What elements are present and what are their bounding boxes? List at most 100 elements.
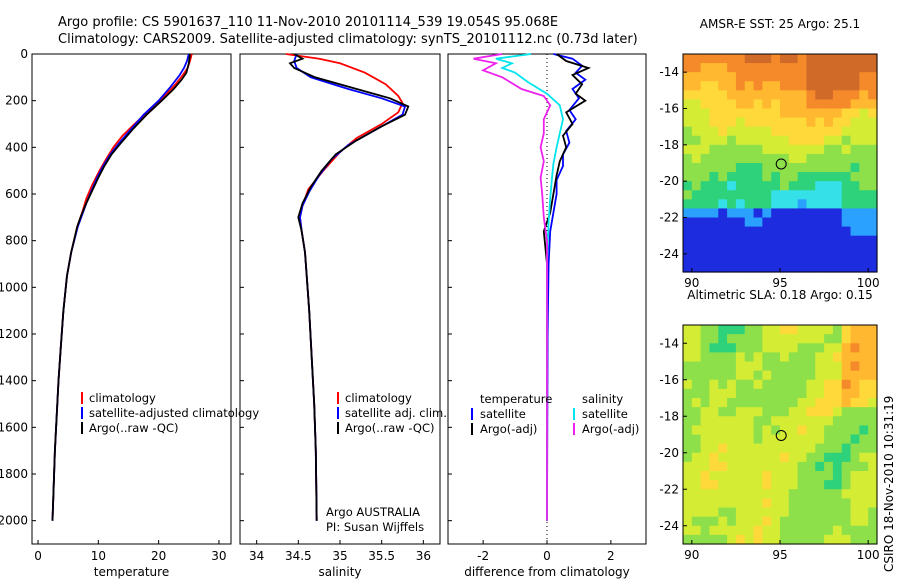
map-cell <box>788 489 799 499</box>
map-cell <box>753 343 763 353</box>
map-cell <box>744 90 755 101</box>
map-cell <box>700 480 711 490</box>
map-cell <box>683 81 693 91</box>
map-cell <box>700 262 711 273</box>
map-cell <box>824 144 834 155</box>
map-cell <box>797 117 808 128</box>
map-cell <box>841 434 852 445</box>
map-cell <box>788 388 799 399</box>
map-cell <box>683 443 693 454</box>
map-cell <box>815 507 825 518</box>
map-cell <box>709 434 719 445</box>
map-cell <box>780 334 790 344</box>
map-cell <box>824 498 834 509</box>
map-cell <box>700 443 711 454</box>
map-cell <box>806 226 816 237</box>
map-cell <box>859 108 869 119</box>
map-cell <box>824 208 834 219</box>
map-cell <box>709 398 719 408</box>
map-cell <box>727 262 737 273</box>
map-cell <box>868 388 878 399</box>
map-cell <box>780 63 790 73</box>
map-cell <box>727 471 737 481</box>
map-cell <box>841 172 852 182</box>
map-cell <box>859 199 869 210</box>
map-cell <box>718 262 728 273</box>
map-cell <box>832 352 843 363</box>
map-cell <box>683 199 693 210</box>
map-cell <box>824 525 834 536</box>
map-cell <box>727 352 737 363</box>
difference-series-1 <box>542 53 592 521</box>
map-cell <box>850 361 860 372</box>
map-cell <box>797 443 808 454</box>
map-cell <box>691 425 702 436</box>
map-cell <box>753 135 763 146</box>
map-cell <box>727 443 737 454</box>
map-cell <box>709 525 719 536</box>
map-cell <box>753 144 763 155</box>
map-cell <box>771 117 781 128</box>
map-cell <box>735 334 746 344</box>
map-cell <box>700 425 711 436</box>
map-cell <box>744 489 755 499</box>
map-cell <box>824 489 834 499</box>
map-cell <box>691 172 702 182</box>
temperature-ytick-label: 200 <box>5 94 28 108</box>
map-cell <box>744 244 755 255</box>
map-cell <box>806 361 816 372</box>
map-cell <box>753 235 763 246</box>
map-cell <box>850 72 860 82</box>
map-cell <box>797 54 808 64</box>
map-cell <box>850 81 860 91</box>
map-cell <box>841 99 852 110</box>
map-cell <box>850 398 860 408</box>
map-cell <box>762 352 772 363</box>
map-cell <box>718 117 728 128</box>
map-cell <box>683 507 693 518</box>
map-cell <box>859 480 869 490</box>
map-cell <box>735 388 746 399</box>
temperature-ytick-label: 400 <box>5 140 28 154</box>
sst-map-ytick-label: -18 <box>659 138 679 152</box>
map-cell <box>727 253 737 264</box>
map-cell <box>824 63 834 73</box>
map-cell <box>815 217 825 228</box>
map-cell <box>850 352 860 363</box>
map-cell <box>841 325 852 335</box>
sla-map-ytick-label: -18 <box>659 409 679 423</box>
legend-header-temperature: temperature <box>480 392 552 406</box>
map-cell <box>727 425 737 436</box>
map-cell <box>797 425 808 436</box>
map-cell <box>815 163 825 173</box>
map-cell <box>753 370 763 381</box>
map-cell <box>735 407 746 417</box>
map-cell <box>718 489 728 499</box>
map-cell <box>832 343 843 353</box>
map-cell <box>744 217 755 228</box>
map-cell <box>727 361 737 372</box>
map-cell <box>868 90 878 101</box>
map-cell <box>780 108 790 119</box>
map-cell <box>868 81 878 91</box>
map-cell <box>797 534 808 545</box>
map-cell <box>832 262 843 273</box>
map-cell <box>850 471 860 481</box>
sla-map-xtick-label: 95 <box>772 548 787 562</box>
map-cell <box>788 461 799 472</box>
map-cell <box>691 90 702 101</box>
map-cell <box>683 480 693 490</box>
map-cell <box>709 72 719 82</box>
map-cell <box>735 379 746 390</box>
map-cell <box>788 516 799 527</box>
map-cell <box>806 72 816 82</box>
map-cell <box>718 235 728 246</box>
map-cell <box>727 407 737 417</box>
difference-series-3 <box>473 53 552 521</box>
map-cell <box>841 379 852 390</box>
map-cell <box>691 108 702 119</box>
map-cell <box>727 379 737 390</box>
map-cell <box>841 425 852 436</box>
map-cell <box>868 262 878 273</box>
map-cell <box>762 471 772 481</box>
